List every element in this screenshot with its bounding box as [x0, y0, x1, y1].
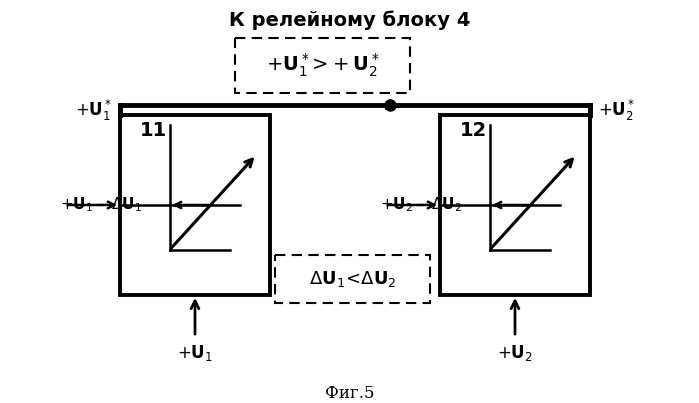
- Text: Фиг.5: Фиг.5: [325, 384, 375, 401]
- Text: $+\mathbf{U}_1-\Delta\mathbf{U}_1$: $+\mathbf{U}_1-\Delta\mathbf{U}_1$: [60, 195, 142, 214]
- Text: $+\mathbf{U}_2$: $+\mathbf{U}_2$: [497, 343, 533, 363]
- FancyBboxPatch shape: [235, 38, 410, 93]
- Text: 12: 12: [459, 121, 487, 141]
- Text: 11: 11: [139, 121, 166, 141]
- Text: $+\mathbf{U}_1$: $+\mathbf{U}_1$: [177, 343, 213, 363]
- Text: К релейному блоку 4: К релейному блоку 4: [229, 10, 470, 30]
- Text: $+\mathbf{U}_1^*$: $+\mathbf{U}_1^*$: [75, 98, 112, 123]
- Text: $\Delta\mathbf{U}_1\!<\!\Delta\mathbf{U}_2$: $\Delta\mathbf{U}_1\!<\!\Delta\mathbf{U}…: [309, 269, 396, 289]
- FancyBboxPatch shape: [275, 255, 430, 303]
- Text: $+\mathbf{U}_1^*\!>\!+\mathbf{U}_2^*$: $+\mathbf{U}_1^*\!>\!+\mathbf{U}_2^*$: [266, 52, 380, 79]
- Bar: [120, 115, 270, 295]
- Text: $+\mathbf{U}_2^*$: $+\mathbf{U}_2^*$: [598, 98, 635, 123]
- Bar: [440, 115, 590, 295]
- Text: $+\mathbf{U}_2-\Delta\mathbf{U}_2$: $+\mathbf{U}_2-\Delta\mathbf{U}_2$: [380, 195, 462, 214]
